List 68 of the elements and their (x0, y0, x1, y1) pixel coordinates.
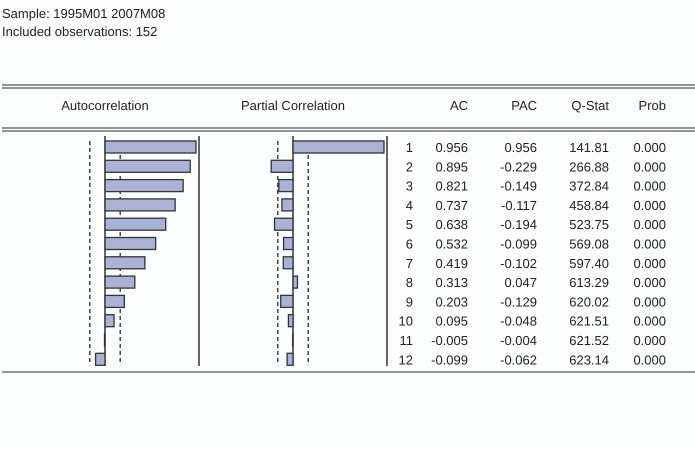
text: 623.14 (569, 352, 609, 368)
data-label: -0.005 (431, 333, 468, 348)
y-tick-label: 6 (406, 236, 413, 252)
data-label: -0.194 (500, 217, 537, 232)
y-tick-label: 4 (406, 198, 413, 213)
text: 0.000 (633, 275, 666, 290)
text: 0.000 (633, 217, 666, 232)
data-label: 0.638 (435, 217, 468, 232)
text: 620.02 (569, 294, 609, 310)
text: 523.75 (569, 217, 609, 232)
text: 0.000 (633, 140, 666, 155)
data-label: 0.047 (504, 275, 537, 290)
data-label: 0.203 (435, 294, 468, 310)
text: Included observations: 152 (2, 24, 158, 39)
text: 0.000 (633, 236, 666, 252)
text: 0.000 (633, 178, 666, 194)
text: Prob (638, 98, 666, 113)
chart-title: Partial Correlation (240, 98, 346, 113)
y-tick-label: 3 (406, 178, 413, 194)
y-tick-label: 11 (400, 333, 413, 348)
data-label: -0.117 (501, 198, 537, 213)
data-label: -0.129 (500, 294, 537, 310)
data-label: -0.062 (500, 352, 537, 368)
text: 613.29 (569, 275, 609, 290)
y-tick-label: 8 (406, 275, 413, 290)
data-label: -0.048 (500, 314, 537, 329)
text: 0.000 (633, 159, 666, 174)
text: 597.40 (569, 256, 609, 271)
text: 0.000 (633, 198, 666, 213)
data-label: -0.099 (431, 352, 468, 368)
text: 266.88 (569, 159, 609, 174)
text: 569.08 (569, 236, 609, 252)
text: Sample: 1995M01 2007M08 (2, 6, 166, 21)
text: 141.81 (569, 140, 609, 155)
text: 0.000 (633, 256, 666, 271)
text: PAC (511, 98, 537, 113)
text: 621.51 (569, 314, 609, 329)
data-label: 0.313 (435, 275, 468, 290)
chart-title: Autocorrelation (61, 98, 149, 113)
data-label: -0.099 (500, 236, 537, 252)
y-tick-label: 2 (406, 159, 413, 174)
data-label: 0.956 (504, 140, 537, 155)
text: 0.000 (633, 352, 666, 368)
y-tick-label: 7 (406, 256, 413, 271)
y-tick-label: 12 (398, 352, 413, 368)
data-label: -0.149 (500, 178, 537, 194)
data-label: 0.419 (435, 256, 468, 271)
text: 0.000 (633, 314, 666, 329)
data-label: -0.004 (500, 333, 537, 348)
text: 621.52 (569, 333, 609, 348)
y-tick-label: 5 (406, 217, 413, 232)
text: 458.84 (569, 198, 609, 213)
y-tick-label: 9 (406, 294, 413, 310)
data-label: -0.102 (500, 256, 537, 271)
text: AC (450, 98, 468, 113)
data-label: 0.095 (435, 314, 468, 329)
data-label: 0.821 (435, 178, 468, 194)
text: 0.000 (633, 333, 666, 348)
data-label: 0.956 (435, 140, 468, 155)
text: 0.000 (633, 294, 666, 310)
text: Q-Stat (571, 98, 610, 113)
y-tick-label: 1 (406, 140, 413, 155)
data-label: 0.532 (435, 236, 468, 252)
text: 372.84 (569, 178, 609, 194)
data-label: 0.737 (435, 198, 468, 213)
y-tick-label: 10 (398, 314, 413, 329)
data-label: -0.229 (500, 159, 537, 174)
data-label: 0.895 (435, 159, 468, 174)
